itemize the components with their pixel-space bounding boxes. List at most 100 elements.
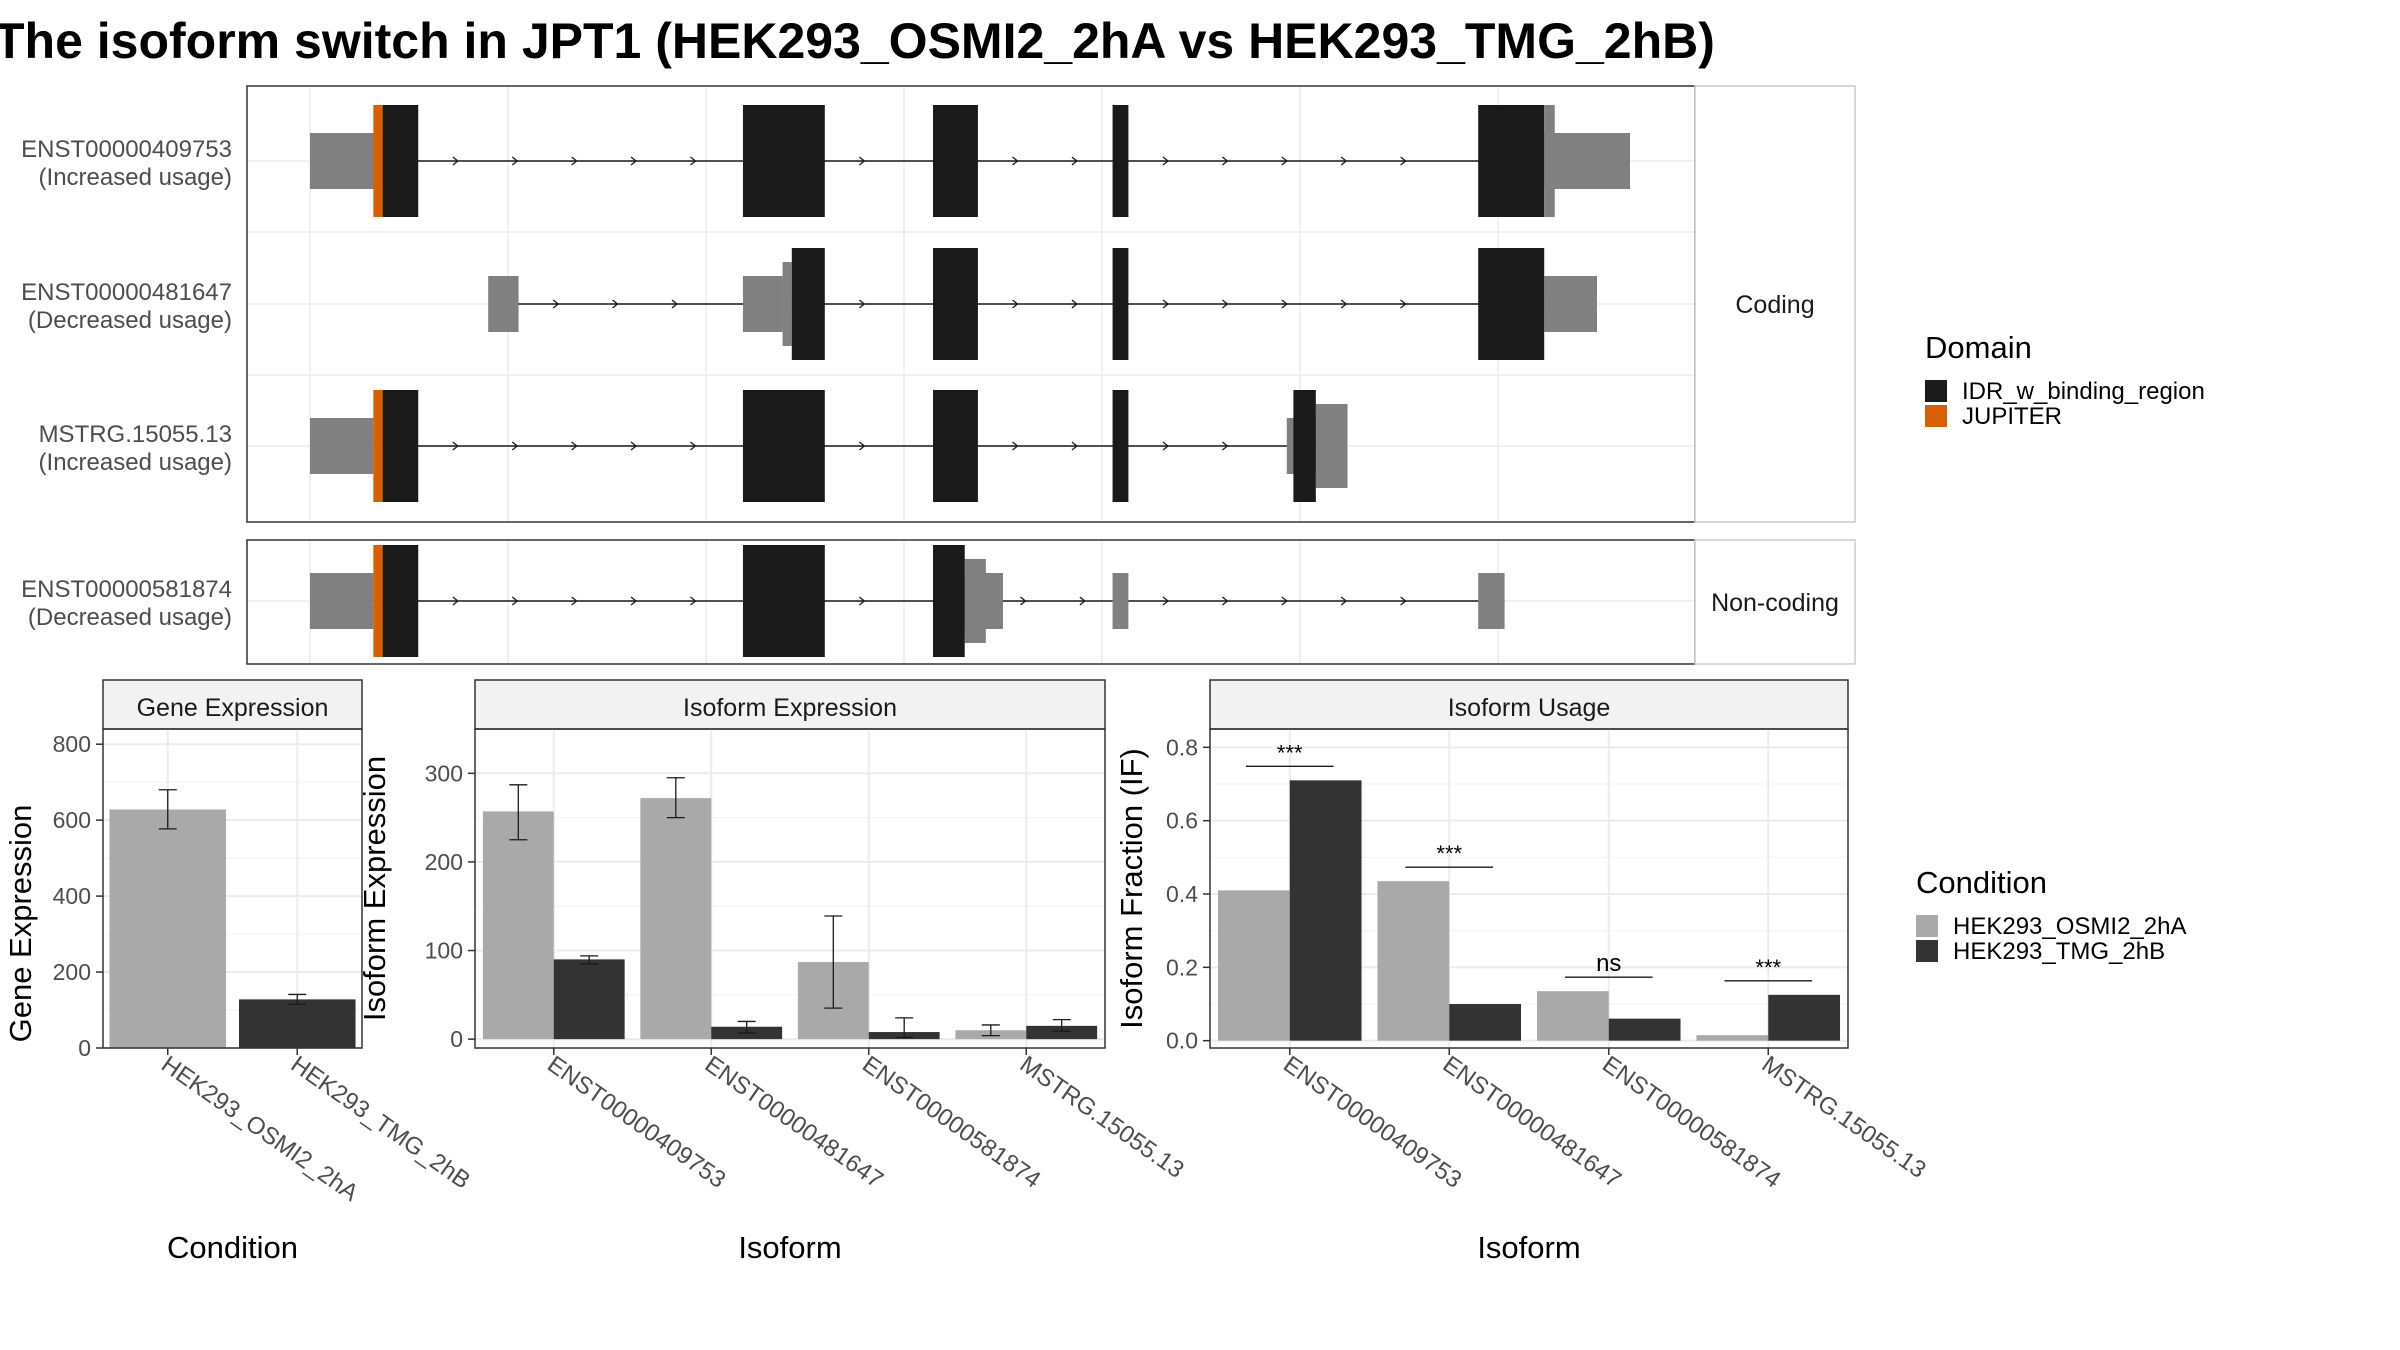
chart-title: Isoform Expression (683, 694, 897, 722)
transcript-id-label: MSTRG.15055.13 (39, 421, 232, 448)
jupiter-domain (373, 390, 383, 502)
direction-arrow (1071, 441, 1078, 451)
direction-arrow (1281, 596, 1288, 606)
direction-arrow (1340, 156, 1348, 166)
y-tick-label: 0.6 (1166, 808, 1198, 834)
direction-arrow (1400, 156, 1407, 166)
utr-exon (310, 418, 374, 474)
utr-exon (310, 133, 383, 189)
x-axis-title: Condition (167, 1230, 298, 1265)
bar (238, 999, 356, 1048)
direction-arrow (1012, 441, 1019, 451)
expression-charts: Gene Expression0200400600800HEK293_OSMI2… (3, 679, 1931, 1265)
chart-frame (1209, 728, 1849, 1049)
direction-arrow (630, 156, 638, 166)
direction-arrow (1340, 299, 1348, 309)
legend-label: HEK293_OSMI2_2hA (1953, 913, 2186, 940)
direction-arrow (1400, 299, 1407, 309)
y-tick-label: 100 (425, 938, 463, 964)
direction-arrow (858, 299, 866, 309)
direction-arrow (571, 441, 578, 451)
y-tick-label: 0.0 (1166, 1028, 1198, 1054)
y-tick-label: 0 (450, 1026, 463, 1052)
coding-exon (791, 248, 825, 360)
jupiter-domain (373, 105, 383, 217)
direction-arrow (858, 156, 866, 166)
significance-label: *** (1277, 740, 1303, 765)
facet-label: Coding (1735, 291, 1814, 319)
coding-exon (1112, 105, 1129, 217)
chart-strip (474, 679, 1106, 730)
direction-arrow (511, 156, 519, 166)
transcript-id-label: ENST00000409753 (21, 136, 232, 163)
significance-label: *** (1436, 841, 1462, 866)
legend-key (1925, 380, 1947, 402)
coding-exon (933, 248, 978, 360)
bar (109, 809, 227, 1048)
bar (1608, 1018, 1681, 1041)
direction-arrow (612, 299, 619, 309)
bar (1217, 890, 1290, 1041)
y-tick-label: 200 (425, 849, 463, 875)
chart-strip (102, 679, 363, 730)
direction-arrow (1012, 156, 1019, 166)
coding-exon (933, 105, 978, 217)
legend-label: IDR_w_binding_region (1962, 378, 2205, 405)
coding-exon (382, 390, 419, 502)
direction-arrow (671, 299, 679, 309)
direction-arrow (1162, 299, 1170, 309)
direction-arrow (1020, 596, 1027, 606)
bar (1026, 1025, 1098, 1040)
y-tick-label: 300 (425, 760, 463, 786)
direction-arrow (452, 596, 459, 606)
x-tick-label: MSTRG.15055.13 (1757, 1051, 1931, 1184)
direction-arrow (1340, 596, 1348, 606)
coding-exon (1478, 105, 1545, 217)
utr-exon (488, 276, 519, 332)
direction-arrow (630, 441, 638, 451)
y-axis-title: Isoform Fraction (IF) (1114, 748, 1149, 1029)
y-tick-label: 200 (53, 959, 91, 985)
coding-exon (742, 545, 825, 657)
figure-title: The isoform switch in JPT1 (HEK293_OSMI2… (0, 13, 1715, 69)
y-tick-label: 0.4 (1166, 881, 1198, 907)
direction-arrow (1162, 156, 1170, 166)
direction-arrow (1071, 299, 1078, 309)
coding-exon (382, 105, 419, 217)
direction-arrow (1221, 156, 1229, 166)
direction-arrow (1221, 441, 1229, 451)
significance-label: *** (1755, 955, 1781, 980)
chart-frame (102, 728, 363, 1049)
y-tick-label: 800 (53, 731, 91, 757)
facet-label: Non-coding (1711, 589, 1839, 617)
direction-arrow (858, 596, 866, 606)
x-axis-title: Isoform (738, 1230, 841, 1265)
jupiter-domain (373, 545, 383, 657)
utr-exon (1478, 573, 1505, 629)
coding-exon (742, 390, 825, 502)
bar (1536, 991, 1609, 1041)
utr-exon (1544, 276, 1597, 332)
direction-arrow (690, 441, 697, 451)
transcript-id-label: ENST00000581874 (21, 576, 232, 603)
bar (1696, 1035, 1769, 1041)
transcript-id-label: ENST00000481647 (21, 279, 232, 306)
utr-exon (742, 276, 783, 332)
utr-exon (1544, 105, 1555, 217)
direction-arrow (1221, 299, 1229, 309)
bar (1289, 780, 1362, 1041)
direction-arrow (1281, 156, 1288, 166)
coding-exon (1478, 248, 1545, 360)
bar (482, 811, 554, 1040)
y-tick-label: 0.8 (1166, 734, 1198, 760)
legend-key (1916, 915, 1938, 937)
direction-arrow (452, 156, 459, 166)
direction-arrow (452, 441, 459, 451)
bar (1377, 881, 1450, 1041)
coding-exon (933, 390, 978, 502)
transcript-usage-label: (Increased usage) (39, 449, 232, 476)
utr-exon (1315, 404, 1348, 488)
bar (640, 798, 712, 1040)
y-tick-label: 600 (53, 807, 91, 833)
direction-arrow (1012, 299, 1019, 309)
